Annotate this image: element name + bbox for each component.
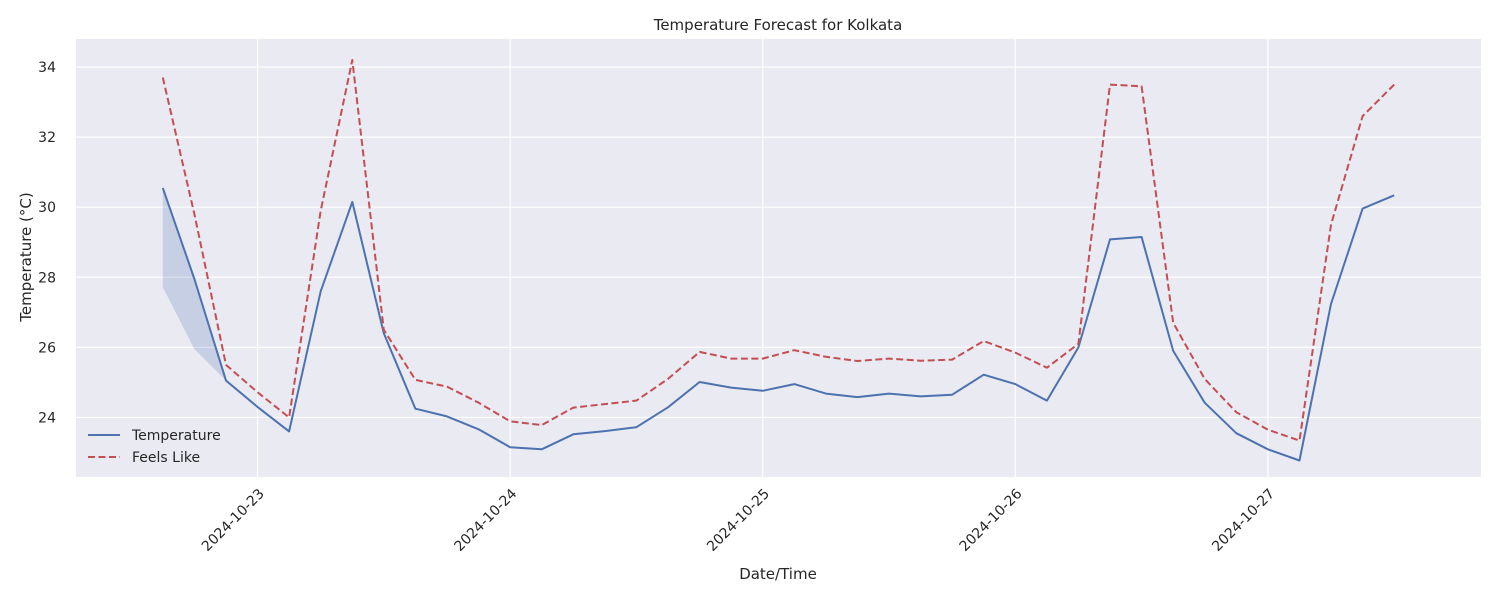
x-tick-label: 2024-10-24 xyxy=(452,486,521,555)
chart-title: Temperature Forecast for Kolkata xyxy=(653,16,903,34)
y-axis-ticks: 24 26 28 30 32 34 xyxy=(38,60,56,426)
series-line-feels-like xyxy=(161,59,1395,442)
x-axis-label: Date/Time xyxy=(739,565,817,583)
x-tick-label: 2024-10-23 xyxy=(199,486,268,555)
y-tick-label: 34 xyxy=(38,60,56,76)
plot-area xyxy=(76,39,1481,477)
y-tick-label: 26 xyxy=(38,340,56,356)
y-axis-label: Temperature (°C) xyxy=(17,192,35,322)
x-axis-ticks: 2024-10-23 2024-10-24 2024-10-25 2024-10-26… xyxy=(199,486,1278,555)
legend-label-temperature: Temperature xyxy=(131,428,221,444)
x-tick-label: 2024-10-27 xyxy=(1209,486,1278,555)
series-layer xyxy=(161,59,1395,462)
x-tick-label: 2024-10-26 xyxy=(957,486,1026,555)
y-tick-label: 24 xyxy=(38,410,56,426)
series-line-temperature xyxy=(161,187,1395,462)
y-tick-label: 30 xyxy=(38,200,56,216)
legend-label-feels-like: Feels Like xyxy=(132,450,200,466)
x-tick-label: 2024-10-25 xyxy=(704,486,773,555)
y-tick-label: 28 xyxy=(38,270,56,286)
y-tick-label: 32 xyxy=(38,130,56,146)
legend: Temperature Feels Like xyxy=(88,428,221,466)
